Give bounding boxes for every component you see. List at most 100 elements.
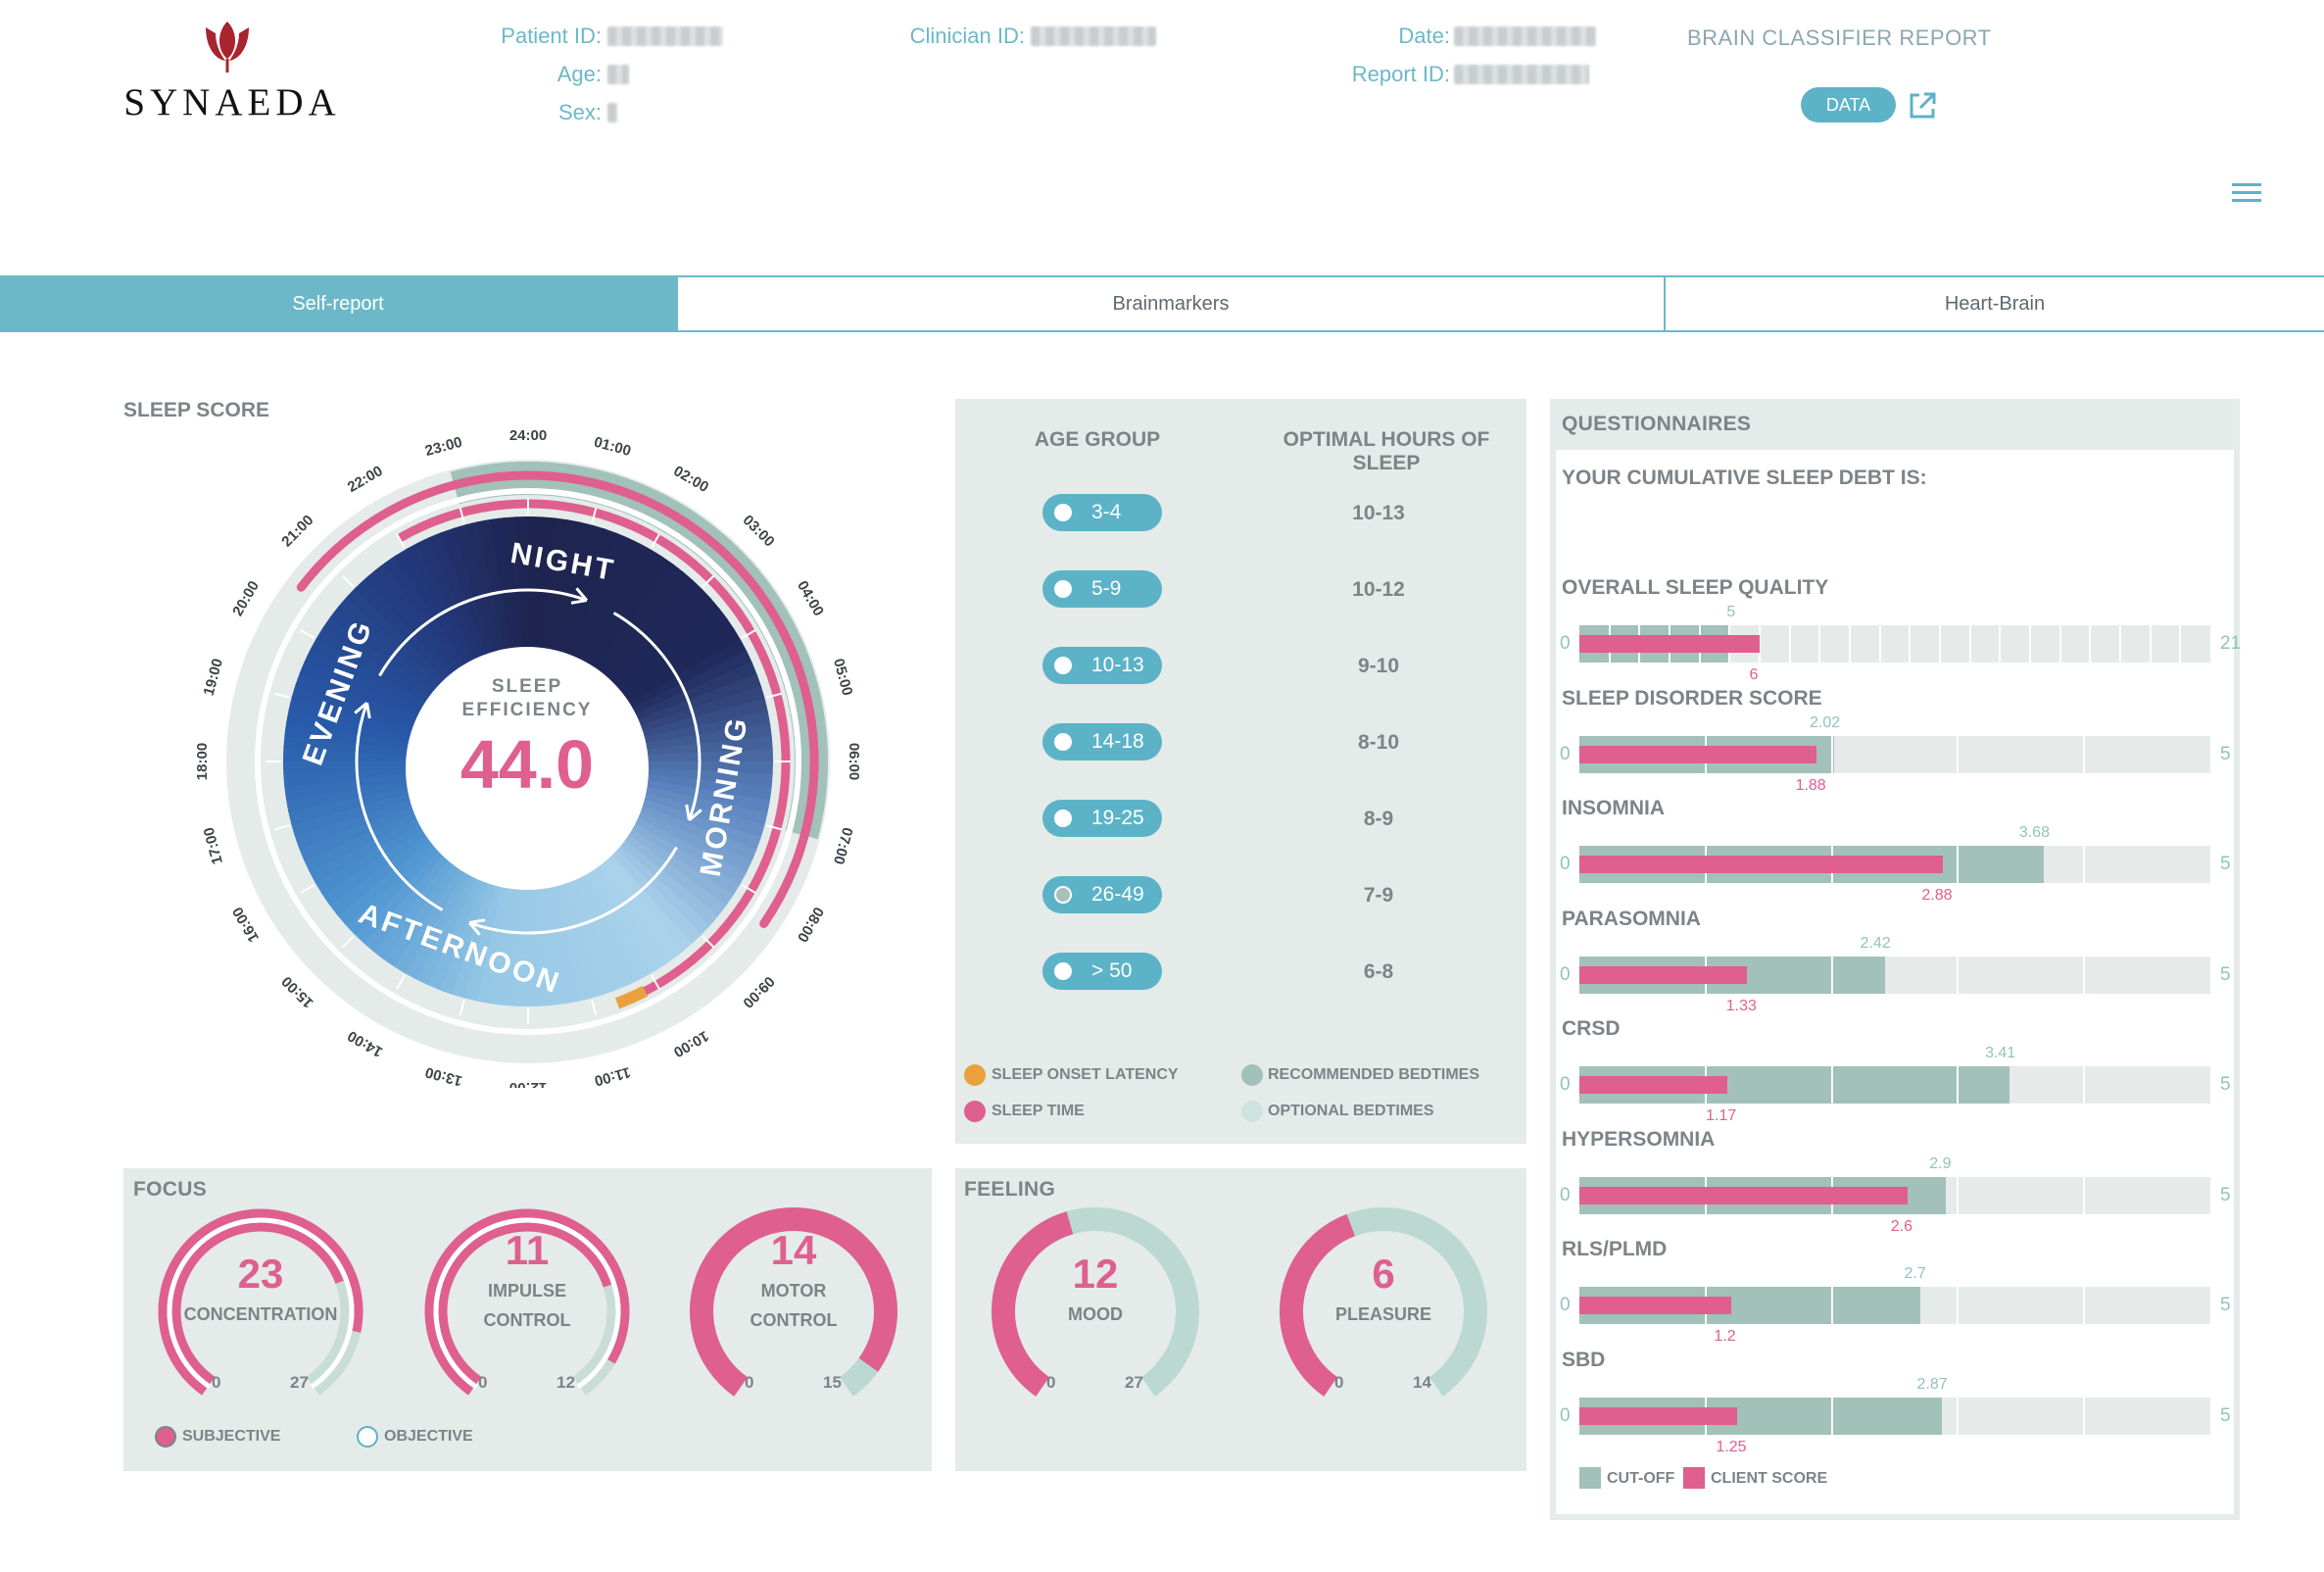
focus-gauge-value: 14	[770, 1227, 817, 1273]
client-score-bar	[1579, 965, 1748, 984]
hour-tick	[702, 935, 715, 949]
client-score-value: 1.33	[1725, 997, 1757, 1014]
clinician-id-value	[1031, 26, 1156, 46]
hour-label: 14:00	[345, 1027, 386, 1060]
tab-bar: Self-report Brainmarkers Heart-Brain	[0, 275, 2324, 332]
radio-icon	[1054, 810, 1072, 827]
sex-label: Sex:	[557, 100, 602, 124]
optimal-hours-header-1: OPTIMAL HOURS OF	[1283, 428, 1490, 451]
age-group-option[interactable]: 26-49	[1042, 876, 1162, 913]
recommended-bedtimes-arc	[450, 462, 829, 840]
age-group-option[interactable]: > 50	[1042, 953, 1162, 990]
age-group-label: 14-18	[1091, 730, 1144, 753]
age-group-label: 3-4	[1091, 501, 1122, 523]
focus-gauge-arc	[690, 1207, 897, 1397]
logo[interactable]: SYNAEDA	[110, 16, 355, 123]
recommended-legend-label: RECOMMENDED BEDTIMES	[1268, 1066, 1480, 1083]
sleep-time-legend-label: SLEEP TIME	[992, 1103, 1085, 1119]
feeling-gauge-arc	[1280, 1207, 1487, 1397]
hour-tick	[651, 533, 660, 549]
hour-label: 22:00	[345, 463, 386, 496]
sleep-time-inner-arc	[397, 499, 791, 999]
feeling-gauge-arc	[992, 1207, 1199, 1397]
age-group-option[interactable]: 10-13	[1042, 647, 1162, 684]
age-group-option[interactable]: 14-18	[1042, 723, 1162, 761]
report-id-value	[1454, 65, 1589, 84]
bar-divider	[2083, 1176, 2086, 1214]
age-group-option[interactable]: 19-25	[1042, 800, 1162, 837]
clock-separator	[255, 488, 801, 1035]
cutoff-value: 2.42	[1860, 934, 1891, 952]
optimal-hours-value: 10-12	[1352, 578, 1405, 601]
bar-divider	[1957, 1066, 1960, 1104]
questionnaire-label: RLS/PLMD	[1562, 1238, 1668, 1260]
hour-label: 24:00	[509, 427, 547, 444]
optimal-hours-value: 10-13	[1352, 502, 1405, 524]
external-link-icon[interactable]	[1907, 90, 1938, 122]
hour-label: 15:00	[278, 973, 316, 1011]
hour-tick	[300, 629, 315, 639]
feeling-gauge-max: 14	[1413, 1373, 1431, 1392]
age-label: Age:	[557, 62, 602, 86]
brand-name: SYNAEDA	[123, 81, 341, 123]
client-score-value: 2.6	[1890, 1217, 1912, 1235]
objective-legend-label: OBJECTIVE	[384, 1428, 473, 1445]
bar-divider	[2058, 625, 2061, 663]
focus-gauge-max: 12	[557, 1373, 575, 1392]
hamburger-menu-icon[interactable]	[2232, 183, 2261, 205]
bar-divider	[1830, 956, 1833, 994]
feeling-gauge-max: 27	[1125, 1373, 1143, 1392]
tab-heart-brain[interactable]: Heart-Brain	[1664, 277, 2324, 330]
hour-tick	[741, 629, 756, 639]
hour-tick	[459, 1000, 465, 1016]
optimal-hours-value: 8-9	[1363, 808, 1394, 830]
client-score-value: 6	[1749, 666, 1759, 683]
hour-label: 10:00	[670, 1027, 711, 1060]
optional-legend-label: OPTIONAL BEDTIMES	[1268, 1103, 1434, 1119]
report-title: BRAIN CLASSIFIER REPORT	[1687, 25, 1992, 50]
cutoff-value: 2.9	[1929, 1154, 1952, 1172]
hour-tick	[766, 692, 783, 699]
bar-divider	[1909, 625, 1912, 663]
focus-gauge-max: 27	[290, 1373, 309, 1392]
bar-max-label: 5	[2220, 1404, 2231, 1426]
bar-min-label: 0	[1560, 1074, 1571, 1095]
hour-tick	[651, 974, 660, 990]
hour-tick	[591, 1000, 598, 1016]
bar-max-label: 5	[2220, 1184, 2231, 1205]
focus-gauge-min: 0	[478, 1373, 488, 1392]
bar-divider	[1830, 1397, 1833, 1435]
focus-gauge-min: 0	[212, 1373, 221, 1392]
hour-tick	[766, 824, 783, 831]
bar-max-label: 21	[2220, 633, 2242, 654]
recommended-legend-dot	[1241, 1064, 1263, 1086]
focus-gauge-label: CONCENTRATION	[183, 1304, 338, 1324]
cutoff-value: 3.68	[2018, 824, 2050, 841]
efficiency-label-1: SLEEP	[491, 676, 563, 697]
cutoff-value: 5	[1726, 604, 1736, 620]
bar-divider	[2083, 735, 2086, 773]
age-group-option[interactable]: 3-4	[1042, 494, 1162, 531]
bar-divider	[1957, 1397, 1960, 1435]
bar-min-label: 0	[1560, 1184, 1571, 1205]
questionnaire-label: SBD	[1562, 1348, 1606, 1371]
tab-brainmarkers[interactable]: Brainmarkers	[676, 277, 1664, 330]
bar-divider	[2083, 1397, 2086, 1435]
age-group-header: AGE GROUP	[1034, 428, 1161, 451]
bar-divider	[2149, 625, 2152, 663]
tab-self-report[interactable]: Self-report	[0, 277, 676, 330]
bar-divider	[2029, 625, 2031, 663]
optimal-hours-value: 6-8	[1363, 960, 1394, 983]
sleep-onset-marker	[614, 985, 649, 1009]
client-score-bar	[1579, 1186, 1908, 1204]
data-button[interactable]: DATA	[1801, 87, 1896, 123]
sleep-time-arc	[296, 470, 819, 928]
date-label: Date:	[1398, 24, 1450, 48]
questionnaire-label: PARASOMNIA	[1562, 907, 1701, 930]
bar-divider	[2083, 846, 2086, 883]
bar-min-label: 0	[1560, 1295, 1571, 1315]
questionnaire-label: INSOMNIA	[1562, 797, 1665, 819]
age-group-option[interactable]: 5-9	[1042, 570, 1162, 608]
bar-min-label: 0	[1560, 963, 1571, 985]
hour-tick	[341, 574, 355, 588]
